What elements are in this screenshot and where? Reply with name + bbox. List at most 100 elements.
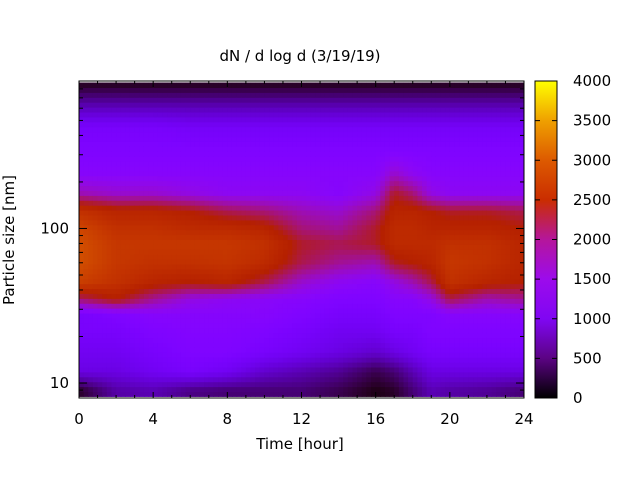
- heatmap-cell: [134, 312, 140, 319]
- heatmap-cell: [106, 357, 113, 363]
- heatmap-cell: [347, 288, 354, 294]
- heatmap-cell: [343, 268, 349, 275]
- heatmap-cell: [227, 381, 233, 388]
- heatmap-cell: [162, 293, 168, 299]
- heatmap-cell: [384, 126, 391, 133]
- heatmap-cell: [431, 259, 437, 265]
- heatmap-cell: [412, 175, 418, 182]
- heatmap-cell: [106, 278, 113, 285]
- heatmap-cell: [180, 386, 187, 393]
- heatmap-cell: [134, 327, 140, 334]
- heatmap-cell: [264, 283, 270, 290]
- heatmap-cell: [306, 312, 312, 319]
- heatmap-cell: [329, 136, 335, 142]
- heatmap-cell: [408, 239, 414, 245]
- heatmap-cell: [352, 229, 358, 236]
- heatmap-cell: [412, 92, 418, 98]
- heatmap-cell: [301, 195, 307, 201]
- heatmap-cell: [97, 175, 103, 182]
- heatmap-cell: [278, 185, 284, 191]
- heatmap-cell: [292, 107, 298, 113]
- heatmap-cell: [324, 121, 330, 128]
- heatmap-cell: [357, 376, 363, 383]
- heatmap-cell: [190, 190, 196, 196]
- heatmap-cell: [287, 293, 293, 299]
- heatmap-cell: [361, 259, 367, 265]
- heatmap-cell: [278, 322, 284, 329]
- heatmap-cell: [245, 210, 252, 216]
- heatmap-cell: [384, 293, 391, 299]
- heatmap-cell: [231, 293, 238, 299]
- heatmap-cell: [333, 298, 340, 304]
- heatmap-cell: [241, 327, 247, 334]
- heatmap-cell: [259, 121, 266, 128]
- heatmap-cell: [422, 111, 428, 118]
- heatmap-cell: [375, 268, 381, 275]
- heatmap-cell: [375, 317, 381, 324]
- heatmap-cell: [320, 239, 326, 245]
- heatmap-cell: [116, 229, 122, 236]
- heatmap-cell: [162, 210, 168, 216]
- heatmap-cell: [269, 170, 275, 177]
- heatmap-cell: [176, 327, 182, 334]
- heatmap-cell: [241, 293, 247, 299]
- heatmap-cell: [111, 362, 117, 368]
- heatmap-cell: [97, 362, 103, 368]
- heatmap-cell: [352, 200, 358, 206]
- heatmap-cell: [111, 312, 117, 319]
- heatmap-cell: [306, 190, 312, 196]
- heatmap-cell: [143, 116, 150, 123]
- heatmap-cell: [218, 107, 224, 113]
- heatmap-cell: [269, 366, 275, 373]
- heatmap-cell: [426, 386, 432, 393]
- heatmap-cell: [426, 116, 432, 123]
- heatmap-cell: [125, 224, 131, 231]
- heatmap-cell: [329, 141, 335, 147]
- heatmap-cell: [310, 107, 317, 113]
- heatmap-cell: [116, 219, 122, 226]
- heatmap-cell: [213, 357, 219, 363]
- heatmap-cell: [361, 332, 367, 339]
- heatmap-cell: [218, 337, 224, 343]
- heatmap-cell: [278, 111, 284, 118]
- heatmap-cell: [259, 107, 266, 113]
- heatmap-cell: [143, 312, 150, 319]
- heatmap-cell: [116, 165, 122, 172]
- heatmap-cell: [352, 391, 358, 397]
- heatmap-cell: [245, 293, 252, 299]
- heatmap-cell: [403, 175, 409, 182]
- heatmap-cell: [259, 195, 266, 201]
- heatmap-cell: [88, 376, 94, 383]
- heatmap-cell: [162, 97, 168, 103]
- heatmap-cell: [329, 273, 335, 280]
- heatmap-cell: [269, 317, 275, 324]
- heatmap-cell: [435, 205, 442, 211]
- heatmap-cell: [218, 249, 224, 255]
- heatmap-cell: [426, 165, 432, 172]
- heatmap-cell: [116, 254, 122, 260]
- heatmap-cell: [139, 234, 145, 241]
- heatmap-cell: [296, 362, 303, 368]
- heatmap-cell: [97, 298, 103, 304]
- heatmap-cell: [218, 366, 224, 373]
- heatmap-cell: [412, 303, 418, 309]
- heatmap-cell: [347, 263, 354, 270]
- heatmap-cell: [431, 268, 437, 275]
- heatmap-cell: [199, 87, 205, 93]
- chart-title: dN / d log d (3/19/19): [219, 47, 380, 65]
- heatmap-cell: [139, 391, 145, 397]
- heatmap-cell: [213, 283, 219, 290]
- heatmap-cell: [255, 146, 261, 152]
- heatmap-cell: [282, 362, 289, 368]
- heatmap-cell: [426, 146, 432, 152]
- heatmap-cell: [204, 337, 210, 343]
- heatmap-cell: [97, 273, 103, 280]
- heatmap-cell: [320, 293, 326, 299]
- heatmap-cell: [102, 165, 108, 172]
- heatmap-cell: [231, 190, 238, 196]
- heatmap-cell: [143, 371, 150, 378]
- heatmap-cell: [92, 195, 99, 201]
- heatmap-cell: [139, 165, 145, 172]
- heatmap-cell: [310, 263, 317, 270]
- heatmap-cell: [153, 298, 159, 304]
